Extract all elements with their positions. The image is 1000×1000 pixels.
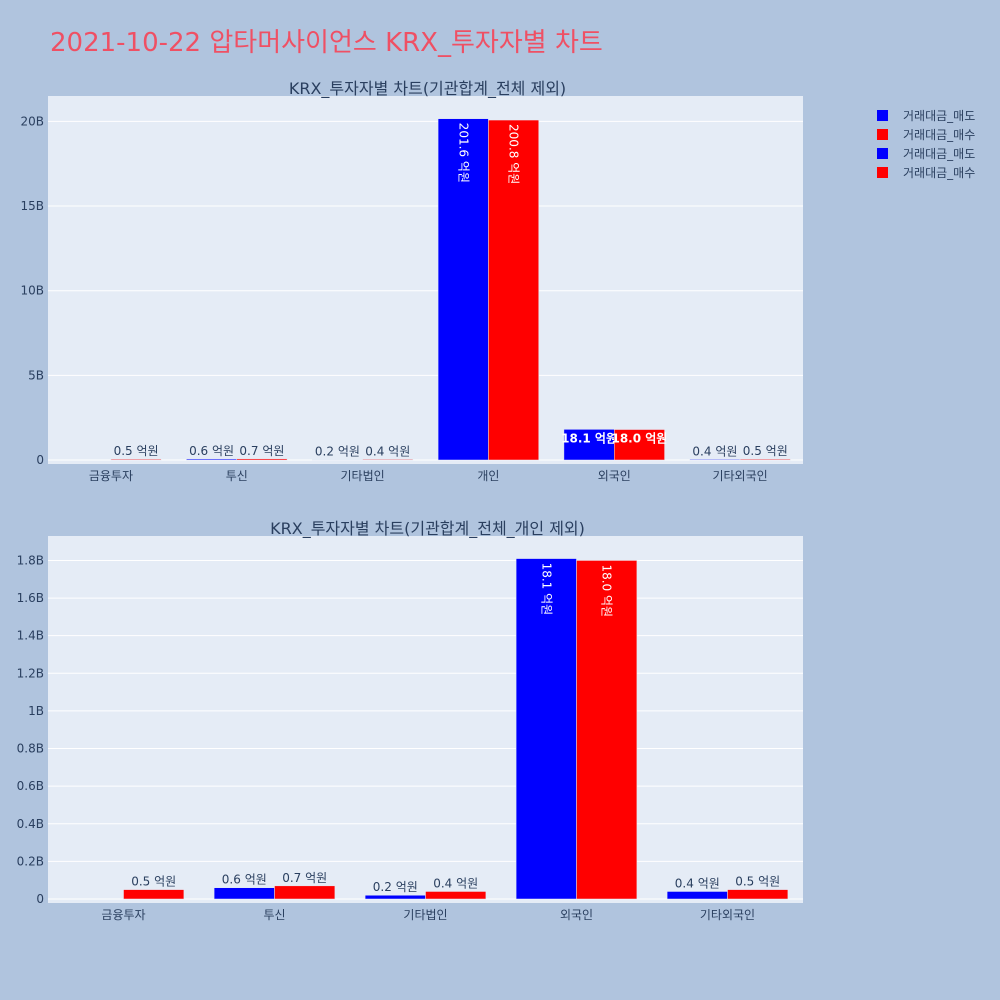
bar [186,458,238,461]
x-tick-label: 기타법인 [403,908,447,922]
bar [739,458,791,461]
bar-value-label: 18.0 억원 [611,432,667,446]
y-tick-label: 1.4B [17,629,44,643]
x-tick-label: 투신 [226,469,248,483]
legend-swatch [877,110,888,121]
y-tick-label: 0.6B [17,779,44,793]
bar-value-label: 0.6 억원 [222,873,267,887]
y-tick-label: 1.2B [17,666,44,680]
y-tick-label: 1B [28,704,44,718]
plot-area [48,96,803,464]
legend-entry-label: 거래대금_매도 [903,147,975,161]
bar [614,429,665,461]
bar-value-label: 0.5 억원 [735,875,780,889]
y-tick-label: 20B [20,114,44,128]
legend-entry-label: 거래대금_매도 [903,109,975,123]
legend-entry-label: 거래대금_매수 [903,128,975,142]
x-tick-label: 기타외국인 [700,908,755,922]
x-tick-label: 외국인 [560,908,593,922]
bar-value-label: 0.7 억원 [282,871,327,885]
bar-value-label: 0.4 억원 [675,876,720,890]
bar [362,459,414,461]
bar-value-label: 0.4 억원 [433,876,478,890]
plot-area [48,536,803,903]
bar [110,458,162,461]
y-tick-label: 0.4B [17,817,44,831]
x-tick-label: 금융투자 [101,908,145,922]
y-tick-label: 5B [28,368,44,382]
x-tick-label: 금융투자 [89,469,133,483]
bar-value-label: 0.2 억원 [315,445,360,459]
bar-value-label: 0.5 억원 [743,444,788,458]
y-tick-label: 0.2B [17,854,44,868]
bar [364,894,426,900]
y-tick-label: 10B [20,284,44,298]
bar [727,889,789,900]
legend-entry-label: 거래대금_매수 [903,166,975,180]
chart-title: KRX_투자자별 차트(기관합계_전체_개인 제외) [270,519,585,539]
bar [576,560,638,900]
y-tick-label: 0.8B [17,742,44,756]
bar-value-label: 0.7 억원 [239,444,284,458]
bar-value-label: 18.1 억원 [561,431,617,445]
bar [437,118,489,461]
bar-value-label: 18.0 억원 [600,564,614,617]
x-tick-label: 기타외국인 [712,469,767,483]
x-tick-label: 외국인 [598,469,631,483]
bar [425,891,487,900]
y-tick-label: 1.8B [17,553,44,567]
bar-value-label: 0.5 억원 [131,875,176,889]
bar-value-label: 200.8 억원 [507,124,521,184]
x-tick-label: 기타법인 [340,469,384,483]
bar-value-label: 18.1 억원 [539,563,553,616]
chart-panel-top: KRX_투자자별 차트(기관합계_전체 제외) 0 5B 10B 15B 20B 금융투자 0… [20,79,803,483]
bar [123,889,185,900]
legend-swatch [877,148,888,159]
chart-panel-bottom: KRX_투자자별 차트(기관합계_전체_개인 제외) 0 0.2B 0.4B 0.6B 0… [17,519,803,922]
y-tick-label: 15B [20,199,44,213]
legend-swatch [877,129,888,140]
bar [213,887,275,900]
bar-value-label: 0.6 억원 [189,444,234,458]
bar-value-label: 0.2 억원 [373,880,418,894]
bar-value-label: 0.4 억원 [365,444,410,458]
chart-title: KRX_투자자별 차트(기관합계_전체 제외) [289,79,566,99]
bar [274,885,336,900]
bar-value-label: 201.6 억원 [456,123,470,183]
legend-swatch [877,167,888,178]
bar-value-label: 0.4 억원 [692,444,737,458]
y-tick-label: 1.6B [17,591,44,605]
bar [666,891,728,900]
bar [236,458,288,461]
y-tick-label: 0 [36,453,44,467]
page-title: 2021-10-22 압타머사이언스 KRX_투자자별 차트 [50,28,603,58]
x-tick-label: 개인 [477,469,499,483]
y-tick-label: 0 [36,892,44,906]
bar [689,459,741,461]
bar [488,119,539,461]
bar-value-label: 0.5 억원 [114,444,159,458]
x-tick-label: 투신 [263,908,285,922]
